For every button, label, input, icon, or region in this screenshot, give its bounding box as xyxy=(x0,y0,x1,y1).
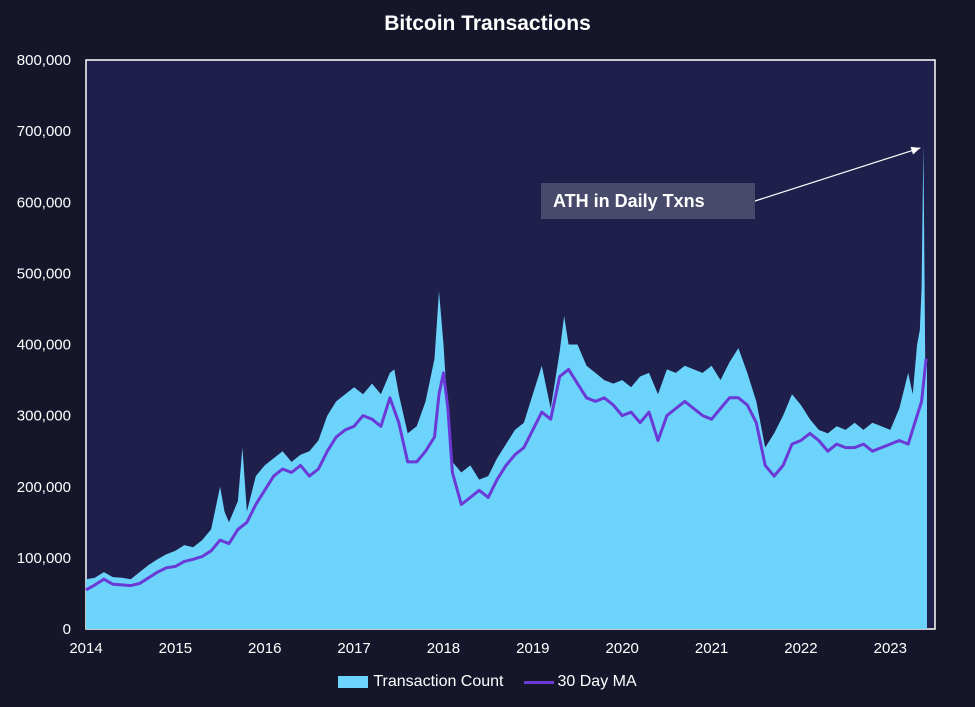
x-axis-ticks: 2014 2015 2016 2017 2018 2019 2020 2021 2022 2023 xyxy=(69,640,907,657)
x-tick-label: 2019 xyxy=(516,640,549,657)
area-layer xyxy=(86,143,927,629)
y-tick-label: 800,000 xyxy=(17,52,71,69)
y-tick-label: 300,000 xyxy=(17,408,71,425)
legend-item-transaction-count: Transaction Count xyxy=(338,673,504,691)
line-layer xyxy=(85,358,928,592)
series-transaction-count-area xyxy=(86,143,927,629)
x-tick-label: 2018 xyxy=(427,640,460,657)
y-tick-label: 100,000 xyxy=(17,550,71,567)
annotation-text: ATH in Daily Txns xyxy=(553,190,705,211)
x-tick-label: 2023 xyxy=(874,640,907,657)
y-tick-label: 600,000 xyxy=(17,194,71,211)
series-30-day-ma-line xyxy=(85,358,928,592)
annotation-arrow-head xyxy=(910,146,921,155)
chart-title: Bitcoin Transactions xyxy=(384,12,591,35)
x-tick-label: 2015 xyxy=(159,640,192,657)
x-tick-label: 2020 xyxy=(606,640,639,657)
legend-label-transaction-count: Transaction Count xyxy=(373,673,504,690)
y-tick-label: 400,000 xyxy=(17,337,71,354)
x-tick-label: 2017 xyxy=(337,640,370,657)
legend-swatch-area xyxy=(338,676,369,688)
legend-item-30-day-ma: 30 Day MA xyxy=(523,673,637,691)
annotation-box: ATH in Daily Txns xyxy=(541,183,755,219)
x-tick-label: 2022 xyxy=(784,640,817,657)
annotation-arrow-line xyxy=(754,147,921,202)
y-tick-label: 200,000 xyxy=(17,479,71,496)
y-tick-label: 500,000 xyxy=(17,265,71,282)
annotation-arrow xyxy=(754,146,921,202)
legend-swatch-line xyxy=(523,680,554,684)
x-tick-label: 2014 xyxy=(69,640,102,657)
y-tick-label: 700,000 xyxy=(17,123,71,140)
legend: Transaction Count 30 Day MA xyxy=(0,673,975,691)
x-tick-label: 2016 xyxy=(248,640,281,657)
y-axis-ticks: 0 100,000 200,000 300,000 400,000 500,000 600,… xyxy=(17,52,71,638)
y-tick-label: 0 xyxy=(63,621,71,638)
x-tick-label: 2021 xyxy=(695,640,728,657)
legend-label-30-day-ma: 30 Day MA xyxy=(557,673,637,690)
